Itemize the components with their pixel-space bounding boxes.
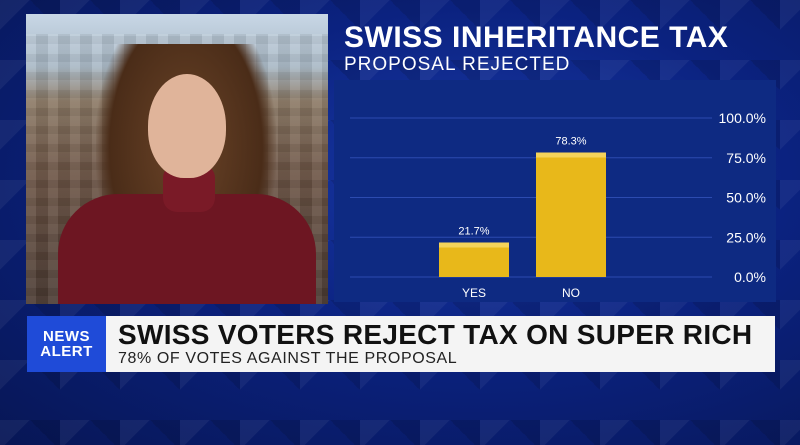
bar bbox=[536, 152, 606, 277]
y-tick-label: 0.0% bbox=[734, 269, 766, 285]
graphic-headline: SWISS INHERITANCE TAX PROPOSAL REJECTED bbox=[344, 22, 728, 76]
chart-panel: 0.0% 25.0% 50.0% 75.0% 100.0% 21.7% YES 78.3% NO bbox=[334, 80, 776, 302]
y-tick-label: 100.0% bbox=[719, 110, 766, 126]
news-alert-badge: NEWS ALERT bbox=[27, 316, 106, 372]
graphic-subtitle: PROPOSAL REJECTED bbox=[344, 54, 571, 75]
headline-banner: SWISS VOTERS REJECT TAX ON SUPER RICH 78… bbox=[106, 316, 775, 372]
lower-third: NEWS ALERT SWISS VOTERS REJECT TAX ON SU… bbox=[27, 316, 775, 372]
x-tick-label: YES bbox=[462, 286, 486, 300]
video-feed bbox=[26, 14, 328, 304]
y-tick-label: 25.0% bbox=[726, 229, 766, 245]
host-body bbox=[58, 194, 316, 304]
bar bbox=[439, 242, 509, 277]
graphic-title: SWISS INHERITANCE TAX bbox=[344, 21, 729, 54]
host-face bbox=[148, 74, 226, 178]
x-tick-label: NO bbox=[562, 286, 580, 300]
banner-subheadline: 78% OF VOTES AGAINST THE PROPOSAL bbox=[118, 350, 458, 367]
badge-line-2: ALERT bbox=[40, 343, 93, 360]
data-label: 21.7% bbox=[458, 225, 489, 237]
data-label: 78.3% bbox=[555, 136, 586, 148]
badge-line-1: NEWS bbox=[43, 328, 90, 345]
y-tick-label: 75.0% bbox=[726, 150, 766, 166]
bar-cap bbox=[536, 152, 606, 158]
y-tick-label: 50.0% bbox=[726, 190, 766, 206]
bar-cap bbox=[439, 242, 509, 248]
banner-headline: SWISS VOTERS REJECT TAX ON SUPER RICH bbox=[118, 319, 753, 350]
bar-chart: 0.0% 25.0% 50.0% 75.0% 100.0% 21.7% YES 78.3% NO bbox=[350, 110, 766, 300]
